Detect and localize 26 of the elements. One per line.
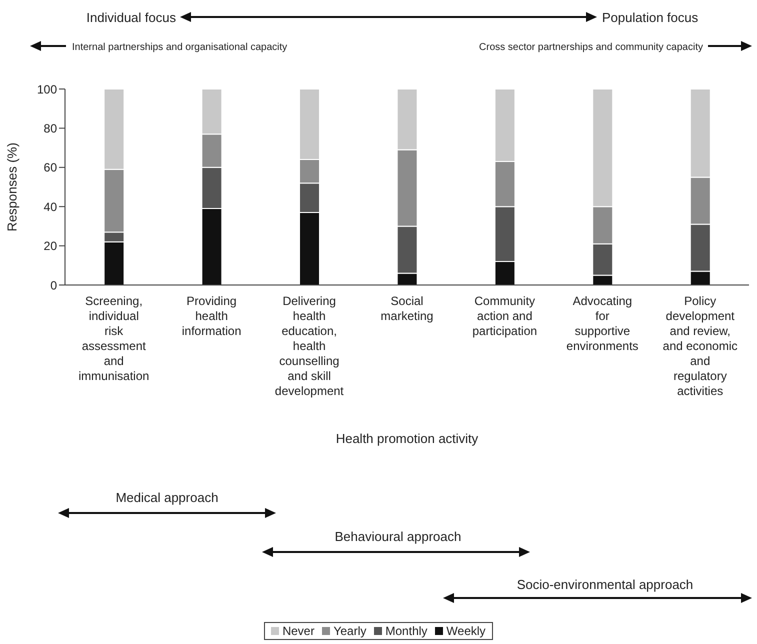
y-tick-label: 80 [44,121,58,136]
y-tick-label: 0 [50,278,58,292]
y-tick-label: 100 [36,82,58,96]
y-tick-label: 20 [44,239,58,254]
legend-label: Yearly [333,624,366,638]
text: Medical approach [116,490,218,505]
legend-label: Weekly [446,624,486,638]
x-tick-label: Social marketing [380,294,434,323]
y-tick-label: 40 [44,200,58,214]
text: Individual focus [86,10,176,25]
x-axis-title: Health promotion activity [336,431,479,446]
text: Behavioural approach [334,529,462,544]
x-tick-label: Delivering health education, health counselling and skill development [274,294,344,398]
text: Socio-environmental approach [516,577,694,592]
x-tick-label: Community action and participation [472,294,538,338]
legend-label: Monthly [385,624,428,638]
text: Population focus [602,10,699,25]
x-tick-label: Policy development and review, and economic and regulatory activities [662,294,738,398]
text: Internal partnerships and organisational capacity [72,42,288,53]
y-axis-title: Responses (%) [4,142,20,232]
x-tick-label: Advocating for supportive environments [566,294,638,353]
y-tick-label: 60 [44,160,58,175]
text: Cross sector partnerships and community capacity [479,42,703,53]
legend-label: Never [282,624,314,638]
x-tick-label: Providing health information [182,294,242,338]
x-tick-label: Screening, individual risk assessment and immunisation [78,294,150,383]
